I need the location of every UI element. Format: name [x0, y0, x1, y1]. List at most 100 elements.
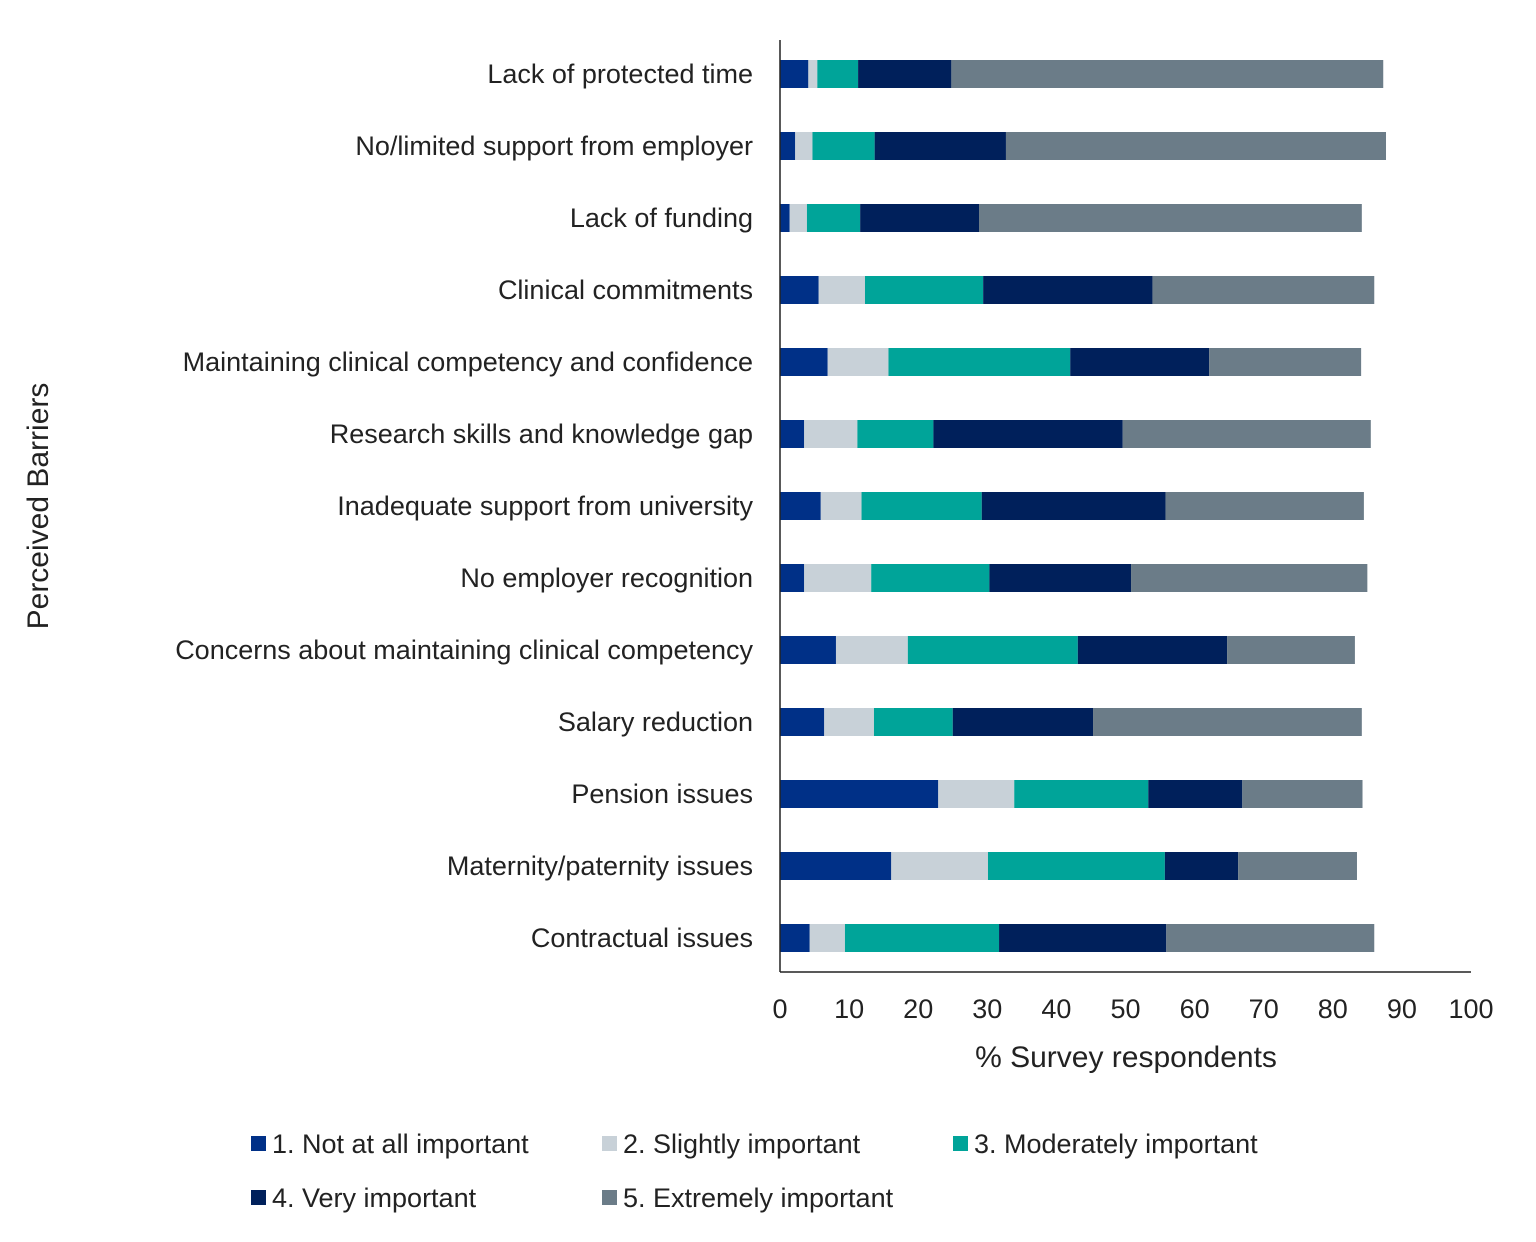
bar-segment	[981, 492, 1166, 520]
bar-segment	[817, 60, 859, 88]
legend-swatch	[602, 1190, 617, 1205]
bar-segment	[871, 564, 990, 592]
bar-segment	[1122, 420, 1371, 448]
category-label: Salary reduction	[558, 707, 753, 737]
legend-item: 2. Slightly important	[602, 1129, 861, 1159]
bar-segment	[1093, 708, 1362, 736]
bar-segment	[1005, 132, 1387, 160]
category-label: No/limited support from employer	[355, 131, 753, 161]
bar-segment	[987, 852, 1165, 880]
x-axis-title: % Survey respondents	[975, 1041, 1277, 1074]
bar-segment	[780, 924, 810, 952]
legend-swatch	[251, 1190, 266, 1205]
x-tick-label: 60	[1180, 994, 1210, 1024]
legend-item: 3. Moderately important	[953, 1129, 1258, 1159]
x-tick-label: 40	[1041, 994, 1071, 1024]
y-axis-title: Perceived Barriers	[22, 383, 55, 630]
x-tick-label: 0	[772, 994, 787, 1024]
legend-label: 4. Very important	[272, 1183, 477, 1213]
bar-segment	[933, 420, 1123, 448]
category-label: No employer recognition	[460, 563, 753, 593]
bar-segment	[888, 348, 1071, 376]
legend-swatch	[251, 1136, 266, 1151]
bar-segment	[780, 204, 790, 232]
category-label: Inadequate support from university	[337, 491, 753, 521]
bar-segment	[1165, 492, 1364, 520]
legend-label: 5. Extremely important	[623, 1183, 894, 1213]
bar-segment	[818, 276, 865, 304]
bar-segment	[820, 492, 862, 520]
legend-item: 1. Not at all important	[251, 1129, 529, 1159]
legend-label: 1. Not at all important	[272, 1129, 529, 1159]
bar-segment	[806, 204, 861, 232]
x-tick-label: 30	[972, 994, 1002, 1024]
bar-segment	[809, 924, 845, 952]
bar-segment	[1148, 780, 1243, 808]
bar-segment	[989, 564, 1132, 592]
bar-segment	[812, 132, 875, 160]
bar-segment	[873, 708, 953, 736]
bar-segment	[979, 204, 1362, 232]
bar-segment	[1131, 564, 1368, 592]
bar-segment	[907, 636, 1078, 664]
bar-segment	[1238, 852, 1357, 880]
x-tick-label: 80	[1318, 994, 1348, 1024]
bar-segment	[999, 924, 1167, 952]
category-label: Lack of protected time	[487, 59, 753, 89]
bar-segment	[835, 636, 908, 664]
legend-label: 2. Slightly important	[623, 1129, 861, 1159]
category-label: Pension issues	[571, 779, 753, 809]
bar-segment	[1077, 636, 1228, 664]
x-tick-label: 50	[1110, 994, 1140, 1024]
bar-segment	[951, 60, 1384, 88]
x-tick-label: 100	[1448, 994, 1493, 1024]
bar-segment	[1209, 348, 1362, 376]
bar-segment	[1166, 924, 1375, 952]
bar-segment	[808, 60, 818, 88]
category-label: Concerns about maintaining clinical comp…	[175, 635, 753, 665]
x-tick-label: 10	[834, 994, 864, 1024]
bar-segment	[938, 780, 1015, 808]
bar-segment	[861, 492, 982, 520]
bar-segment	[824, 708, 874, 736]
bar-segment	[780, 852, 892, 880]
bar-segment	[891, 852, 988, 880]
bar-segment	[780, 636, 836, 664]
bar-segment	[789, 204, 807, 232]
bar-segment	[780, 492, 821, 520]
bar-segment	[827, 348, 889, 376]
x-tick-label: 20	[903, 994, 933, 1024]
bar-segment	[952, 708, 1094, 736]
bar-segment	[780, 708, 825, 736]
bar-segment	[780, 780, 939, 808]
bar-segment	[864, 276, 984, 304]
bar-segment	[1242, 780, 1363, 808]
x-tick-label: 70	[1249, 994, 1279, 1024]
legend-item: 4. Very important	[251, 1183, 477, 1213]
bar-segment	[780, 60, 809, 88]
bar-segment	[780, 132, 796, 160]
bar-segment	[857, 420, 934, 448]
bar-segment	[804, 564, 872, 592]
legend-swatch	[602, 1136, 617, 1151]
bar-segment	[780, 348, 828, 376]
legend-item: 5. Extremely important	[602, 1183, 894, 1213]
bar-segment	[1152, 276, 1375, 304]
bar-segment	[860, 204, 980, 232]
bar-segment	[795, 132, 813, 160]
bar-segment	[874, 132, 1006, 160]
category-label: Research skills and knowledge gap	[330, 419, 753, 449]
bar-segment	[1014, 780, 1149, 808]
legend-label: 3. Moderately important	[974, 1129, 1258, 1159]
bar-segment	[804, 420, 858, 448]
category-label: Lack of funding	[570, 203, 753, 233]
bar-segment	[780, 564, 805, 592]
bar-segment	[983, 276, 1153, 304]
category-label: Clinical commitments	[498, 275, 753, 305]
x-tick-label: 90	[1387, 994, 1417, 1024]
bar-segment	[1227, 636, 1355, 664]
bar-segment	[780, 420, 805, 448]
category-label: Maintaining clinical competency and conf…	[183, 347, 753, 377]
bar-segment	[1164, 852, 1239, 880]
